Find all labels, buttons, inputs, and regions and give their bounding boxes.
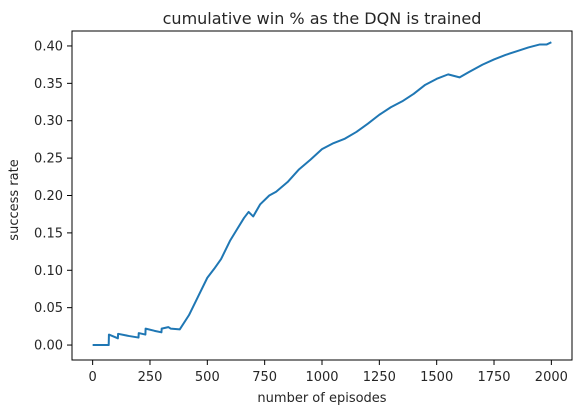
y-tick-label: 0.00	[34, 339, 63, 354]
x-tick-label: 750	[252, 370, 277, 385]
y-tick-label: 0.35	[34, 77, 63, 92]
y-axis-label: success rate	[7, 159, 22, 240]
y-axis: 0.00 0.05 0.10 0.15 0.20 0.25 0.30 0.35 0.40	[34, 39, 72, 354]
y-tick-label: 0.25	[34, 152, 63, 167]
x-tick-label: 1000	[305, 370, 338, 385]
x-tick-label: 1750	[477, 370, 510, 385]
x-axis-label: number of episodes	[257, 391, 386, 406]
x-tick-label: 250	[138, 370, 163, 385]
x-axis: 0 250 500 750 1000 1250 1500 1750 2000	[89, 360, 568, 385]
x-tick-label: 0	[89, 370, 97, 385]
plot-frame	[71, 30, 573, 361]
x-tick-label: 1250	[363, 370, 396, 385]
y-tick-label: 0.30	[34, 114, 63, 129]
y-tick-label: 0.15	[34, 226, 63, 241]
y-tick-label: 0.05	[34, 301, 63, 316]
chart-title: cumulative win % as the DQN is trained	[163, 9, 482, 28]
y-tick-label: 0.20	[34, 189, 63, 204]
x-tick-label: 2000	[535, 370, 568, 385]
series-line-0	[92, 41, 552, 347]
plot-area	[71, 30, 573, 361]
y-tick-label: 0.40	[34, 39, 63, 54]
y-tick-label: 0.10	[34, 264, 63, 279]
x-tick-label: 500	[195, 370, 220, 385]
x-tick-label: 1500	[420, 370, 453, 385]
